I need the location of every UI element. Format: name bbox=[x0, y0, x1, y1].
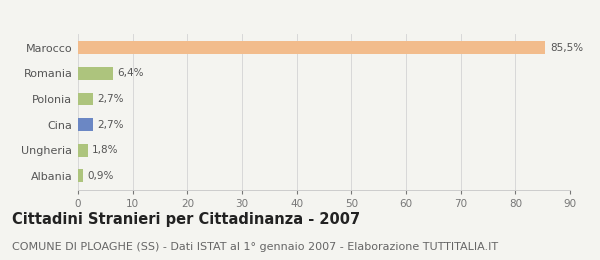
Bar bbox=[78, 144, 88, 157]
Text: 2,7%: 2,7% bbox=[97, 94, 124, 104]
Bar bbox=[78, 67, 113, 80]
Bar bbox=[78, 169, 83, 182]
Text: 85,5%: 85,5% bbox=[550, 43, 583, 53]
Text: 1,8%: 1,8% bbox=[92, 145, 119, 155]
Bar bbox=[78, 118, 93, 131]
Text: 0,9%: 0,9% bbox=[87, 171, 113, 181]
Text: COMUNE DI PLOAGHE (SS) - Dati ISTAT al 1° gennaio 2007 - Elaborazione TUTTITALIA: COMUNE DI PLOAGHE (SS) - Dati ISTAT al 1… bbox=[12, 242, 498, 252]
Text: 2,7%: 2,7% bbox=[97, 120, 124, 129]
Bar bbox=[78, 93, 93, 105]
Text: 6,4%: 6,4% bbox=[118, 68, 144, 79]
Text: Cittadini Stranieri per Cittadinanza - 2007: Cittadini Stranieri per Cittadinanza - 2… bbox=[12, 212, 360, 227]
Bar bbox=[78, 42, 545, 54]
